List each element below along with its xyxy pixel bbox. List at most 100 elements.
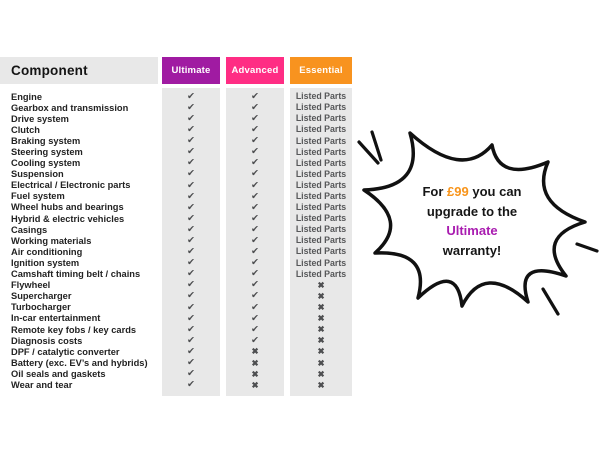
cell-essential: ✖ bbox=[317, 313, 325, 324]
component-name: Working materials bbox=[11, 235, 92, 246]
cell-advanced: ✔ bbox=[251, 168, 259, 180]
table-row: Braking system ✔ ✔ Listed Parts bbox=[0, 135, 352, 146]
cell-essential: ✖ bbox=[317, 368, 325, 379]
cell-ultimate: ✔ bbox=[187, 212, 195, 224]
table-row: Wheel hubs and bearings ✔ ✔ Listed Parts bbox=[0, 202, 352, 213]
burst-text: For £99 you can upgrade to the Ultimate war… bbox=[397, 182, 547, 260]
burst-line: For £99 you can bbox=[422, 184, 522, 199]
table-row: Electrical / Electronic parts ✔ ✔ Listed Pa… bbox=[0, 180, 352, 191]
cell-essential: ✖ bbox=[317, 357, 325, 368]
cell-advanced: ✔ bbox=[251, 201, 259, 213]
cell-essential: ✖ bbox=[317, 279, 325, 290]
cell-essential: ✖ bbox=[317, 379, 325, 390]
plan-header-essential: Essential bbox=[290, 57, 352, 84]
table-row: In-car entertainment ✔ ✔ ✖ bbox=[0, 313, 352, 324]
table-row: Supercharger ✔ ✔ ✖ bbox=[0, 291, 352, 302]
cell-advanced: ✖ bbox=[251, 346, 259, 357]
component-name: Clutch bbox=[11, 124, 40, 135]
table-row: Gearbox and transmission ✔ ✔ Listed Parts bbox=[0, 102, 352, 113]
table-header-row: Component Ultimate Advanced Essential bbox=[0, 57, 352, 84]
component-name: Oil seals and gaskets bbox=[11, 368, 106, 379]
cell-advanced: ✔ bbox=[251, 146, 259, 158]
component-name: Cooling system bbox=[11, 158, 81, 169]
cell-essential: Listed Parts bbox=[295, 179, 347, 190]
table-body: Engine ✔ ✔ Listed Parts Gearbox and transmis… bbox=[0, 88, 352, 396]
cell-ultimate: ✔ bbox=[187, 135, 195, 147]
cell-ultimate: ✔ bbox=[187, 223, 195, 235]
essential-column-stripe bbox=[290, 88, 352, 396]
table-row: Fuel system ✔ ✔ Listed Parts bbox=[0, 191, 352, 202]
cell-essential: Listed Parts bbox=[295, 213, 347, 224]
cell-ultimate: ✔ bbox=[187, 146, 195, 158]
cell-essential: ✖ bbox=[317, 335, 325, 346]
cell-advanced: ✔ bbox=[251, 157, 259, 169]
cell-essential: Listed Parts bbox=[295, 157, 347, 168]
cell-ultimate: ✔ bbox=[187, 124, 195, 136]
component-name: Steering system bbox=[11, 147, 83, 158]
cell-essential: Listed Parts bbox=[295, 91, 347, 102]
component-name: Braking system bbox=[11, 135, 81, 146]
table-row: Drive system ✔ ✔ Listed Parts bbox=[0, 113, 352, 124]
cell-ultimate: ✔ bbox=[187, 179, 195, 191]
table-row: Diagnosis costs ✔ ✔ ✖ bbox=[0, 335, 352, 346]
cell-essential: Listed Parts bbox=[295, 202, 347, 213]
cell-essential: Listed Parts bbox=[295, 168, 347, 179]
cell-advanced: ✔ bbox=[251, 179, 259, 191]
cell-ultimate: ✔ bbox=[187, 235, 195, 247]
cell-advanced: ✖ bbox=[251, 379, 259, 390]
cell-ultimate: ✔ bbox=[187, 279, 195, 291]
table-row: Clutch ✔ ✔ Listed Parts bbox=[0, 124, 352, 135]
cell-ultimate: ✔ bbox=[187, 157, 195, 169]
component-name: Camshaft timing belt / chains bbox=[11, 269, 141, 280]
cell-essential: Listed Parts bbox=[295, 146, 347, 157]
component-name: Engine bbox=[11, 91, 42, 102]
cell-essential: Listed Parts bbox=[295, 257, 347, 268]
table-row: Camshaft timing belt / chains ✔ ✔ Listed Pa… bbox=[0, 269, 352, 280]
component-name: Wheel hubs and bearings bbox=[11, 202, 124, 213]
cell-advanced: ✔ bbox=[251, 212, 259, 224]
table-row: Oil seals and gaskets ✔ ✖ ✖ bbox=[0, 368, 352, 379]
component-name: Air conditioning bbox=[11, 246, 83, 257]
cell-essential: Listed Parts bbox=[295, 102, 347, 113]
component-name: Remote key fobs / key cards bbox=[11, 324, 137, 335]
component-name: Battery (exc. EV’s and hybrids) bbox=[11, 357, 148, 368]
cell-advanced: ✔ bbox=[251, 312, 259, 324]
table-row: Engine ✔ ✔ Listed Parts bbox=[0, 91, 352, 102]
cell-ultimate: ✔ bbox=[187, 101, 195, 113]
cell-essential: Listed Parts bbox=[295, 235, 347, 246]
cell-essential: ✖ bbox=[317, 302, 325, 313]
cell-ultimate: ✔ bbox=[187, 357, 195, 369]
table-row: Battery (exc. EV’s and hybrids) ✔ ✖ ✖ bbox=[0, 357, 352, 368]
speed-lines-icon bbox=[357, 130, 599, 316]
cell-ultimate: ✔ bbox=[187, 246, 195, 258]
table-row: Flywheel ✔ ✔ ✖ bbox=[0, 280, 352, 291]
component-column-header: Component bbox=[0, 57, 158, 84]
cell-advanced: ✖ bbox=[251, 357, 259, 368]
cell-advanced: ✔ bbox=[251, 334, 259, 346]
cell-ultimate: ✔ bbox=[187, 290, 195, 302]
table-row: Casings ✔ ✔ Listed Parts bbox=[0, 224, 352, 235]
cell-advanced: ✔ bbox=[251, 268, 259, 280]
cell-advanced: ✔ bbox=[251, 301, 259, 313]
table-row: Cooling system ✔ ✔ Listed Parts bbox=[0, 158, 352, 169]
plan-header-advanced: Advanced bbox=[226, 57, 284, 84]
component-name: Gearbox and transmission bbox=[11, 102, 129, 113]
cell-advanced: ✔ bbox=[251, 323, 259, 335]
cell-advanced: ✔ bbox=[251, 235, 259, 247]
cell-essential: Listed Parts bbox=[295, 190, 347, 201]
cell-essential: ✖ bbox=[317, 324, 325, 335]
component-name: Wear and tear bbox=[11, 379, 73, 390]
cell-essential: Listed Parts bbox=[295, 224, 347, 235]
component-name: Hybrid & electric vehicles bbox=[11, 213, 125, 224]
cell-advanced: ✔ bbox=[251, 112, 259, 124]
burst-line: warranty! bbox=[442, 242, 502, 258]
cell-ultimate: ✔ bbox=[187, 379, 195, 391]
burst-line: upgrade to the bbox=[426, 203, 518, 219]
cell-ultimate: ✔ bbox=[187, 345, 195, 357]
cell-advanced: ✔ bbox=[251, 246, 259, 258]
cell-ultimate: ✔ bbox=[187, 368, 195, 380]
table-row: Ignition system ✔ ✔ Listed Parts bbox=[0, 257, 352, 268]
starburst-outline-icon bbox=[362, 131, 587, 308]
component-name: Fuel system bbox=[11, 191, 65, 202]
cell-ultimate: ✔ bbox=[187, 112, 195, 124]
